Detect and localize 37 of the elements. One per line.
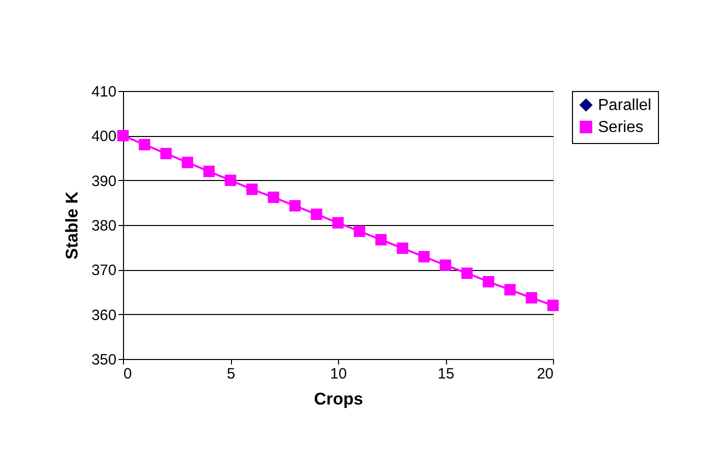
point	[504, 284, 516, 296]
point	[160, 148, 172, 160]
point	[203, 166, 215, 178]
y-tick-label: 400	[91, 128, 116, 146]
y-tick-label: 410	[91, 84, 116, 100]
point	[440, 260, 452, 271]
point	[332, 217, 344, 228]
point	[418, 251, 430, 262]
point	[182, 156, 194, 168]
y-tick-label: 370	[91, 262, 116, 280]
y-axis-title: Stable K	[62, 190, 82, 260]
point	[310, 208, 322, 220]
legend-label: Parallel	[598, 97, 652, 114]
point	[246, 184, 258, 195]
legend-label: Series	[598, 119, 644, 136]
y-tick-label: 380	[91, 218, 116, 234]
x-tick-label: 10	[330, 366, 347, 382]
point	[354, 226, 366, 237]
point	[482, 276, 494, 288]
x-tick-label: 15	[438, 366, 454, 382]
point	[138, 138, 150, 150]
x-tick-label: 5	[226, 366, 236, 382]
y-tick-label: 350	[91, 352, 116, 368]
point	[268, 192, 280, 204]
x-tick-label: 0	[124, 366, 132, 382]
point	[375, 234, 387, 246]
y-tick-label: 360	[91, 306, 116, 324]
x-axis-title: Crops	[314, 390, 364, 408]
point	[396, 242, 408, 254]
x-tick-label: 20	[536, 366, 554, 382]
point	[224, 174, 236, 186]
point	[289, 200, 301, 212]
point	[117, 130, 129, 142]
point	[526, 292, 538, 304]
point	[547, 300, 559, 312]
point	[461, 268, 473, 279]
y-tick-label: 390	[91, 172, 116, 190]
